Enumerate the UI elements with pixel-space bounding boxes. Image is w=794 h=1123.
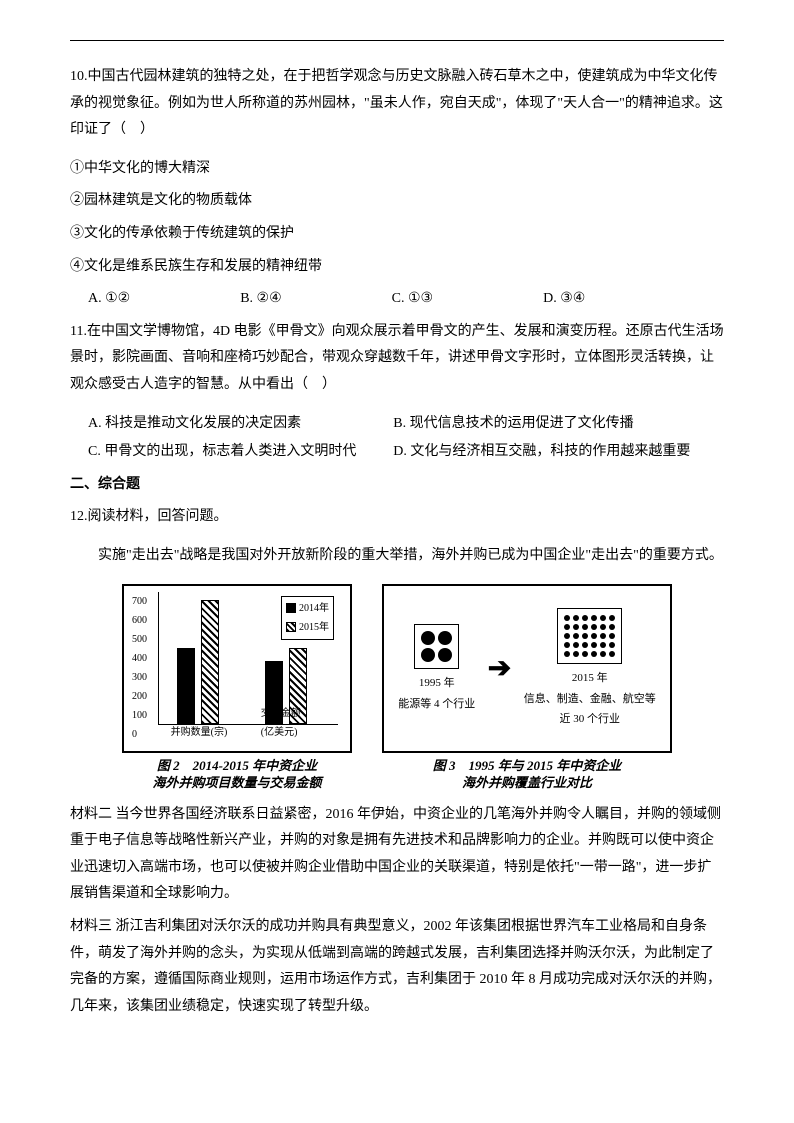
fig3-right-year: 2015 年: [524, 668, 656, 689]
q10-s3: ③文化的传承依赖于传统建筑的保护: [70, 221, 724, 248]
legend-2014: 2014年: [299, 599, 329, 618]
q10-opt-c[interactable]: C. ①③: [392, 286, 433, 313]
q11-opt-a[interactable]: A. 科技是推动文化发展的决定因素: [88, 411, 393, 438]
chart-2-legend: 2014年 2015年: [281, 596, 334, 640]
legend-2015: 2015年: [299, 618, 329, 637]
q11-opt-d[interactable]: D. 文化与经济相互交融，科技的作用越来越重要: [393, 439, 698, 466]
arrow-icon: ➔: [488, 642, 511, 695]
q11-opt-c[interactable]: C. 甲骨文的出现，标志着人类进入文明时代: [88, 439, 393, 466]
q12-m2: 材料二 当今世界各国经济联系日益紧密，2016 年伊始，中资企业的几笔海外并购令…: [70, 802, 724, 908]
fig3-left-desc: 能源等 4 个行业: [398, 694, 475, 715]
q10-opt-b[interactable]: B. ②④: [240, 286, 281, 313]
fig3-left-year: 1995 年: [398, 673, 475, 694]
top-rule: [70, 40, 724, 41]
fig3-right-desc: 信息、制造、金融、航空等 近 30 个行业: [524, 689, 656, 731]
chart-2-plot: 7006005004003002001000 2014年 2015年 并购数量(…: [132, 592, 342, 747]
q10-s4: ④文化是维系民族生存和发展的精神纽带: [70, 254, 724, 281]
q11-opt-b[interactable]: B. 现代信息技术的运用促进了文化传播: [393, 411, 698, 438]
chart-3-plot: 1995 年 能源等 4 个行业 ➔ 2015 年 信息、制造、金融、航空等 近…: [392, 592, 662, 747]
q12-lead: 实施"走出去"战略是我国对外开放新阶段的重大举措，海外并购已成为中国企业"走出去…: [70, 543, 724, 570]
section-2-heading: 二、综合题: [70, 472, 724, 499]
figure-2: 7006005004003002001000 2014年 2015年 并购数量(…: [122, 584, 352, 792]
fig3-right-panel: 2015 年 信息、制造、金融、航空等 近 30 个行业: [524, 608, 656, 731]
q10-opt-d[interactable]: D. ③④: [543, 286, 585, 313]
q10-options: A. ①② B. ②④ C. ①③ D. ③④: [88, 286, 724, 313]
q10-opt-a[interactable]: A. ①②: [88, 286, 130, 313]
fig3-left-panel: 1995 年 能源等 4 个行业: [398, 624, 475, 715]
q11-stem: 11.在中国文学博物馆，4D 电影《甲骨文》向观众展示着甲骨文的产生、发展和演变…: [70, 319, 724, 399]
q12-m3: 材料三 浙江吉利集团对沃尔沃的成功并购具有典型意义，2002 年该集团根据世界汽…: [70, 914, 724, 1020]
figure-3: 1995 年 能源等 4 个行业 ➔ 2015 年 信息、制造、金融、航空等 近…: [382, 584, 672, 792]
figures-row: 7006005004003002001000 2014年 2015年 并购数量(…: [70, 584, 724, 792]
figure-2-caption: 图 2 2014-2015 年中资企业 海外并购项目数量与交易金额: [122, 757, 352, 792]
q11-options: A. 科技是推动文化发展的决定因素 B. 现代信息技术的运用促进了文化传播 C.…: [88, 411, 724, 468]
figure-3-caption: 图 3 1995 年与 2015 年中资企业 海外并购覆盖行业对比: [382, 757, 672, 792]
q10-s1: ①中华文化的博大精深: [70, 156, 724, 183]
q10-s2: ②园林建筑是文化的物质载体: [70, 188, 724, 215]
q10-stem: 10.中国古代园林建筑的独特之处，在于把哲学观念与历史文脉融入砖石草木之中，使建…: [70, 64, 724, 144]
q12-intro: 12.阅读材料，回答问题。: [70, 504, 724, 531]
